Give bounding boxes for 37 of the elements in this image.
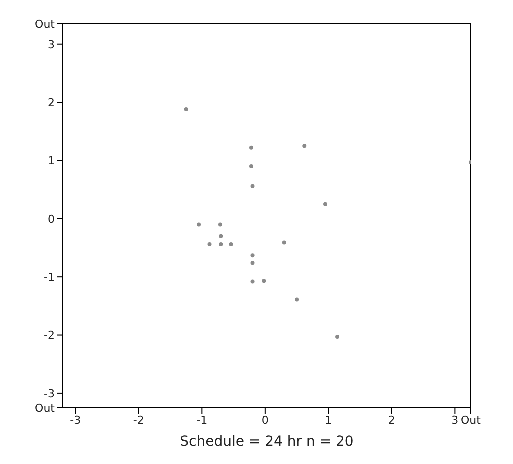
point <box>197 222 201 227</box>
point <box>282 240 286 245</box>
y-tick-label: -1 <box>44 270 55 284</box>
y-tick-label: -3 <box>44 387 55 400</box>
y-tick-label: 0 <box>48 212 55 226</box>
point <box>324 202 328 206</box>
x-tick-label: 1 <box>325 414 332 427</box>
point <box>218 222 223 227</box>
x-tick-label: 0 <box>262 414 269 427</box>
y-tick-label: 1 <box>48 154 55 168</box>
point <box>219 242 224 247</box>
point <box>250 146 254 150</box>
point <box>250 184 255 188</box>
point <box>336 335 340 340</box>
y-tick-label: 3 <box>48 38 55 52</box>
point <box>250 164 254 169</box>
x-tick-label: Out <box>461 414 482 427</box>
y-tick-label: Out <box>35 18 56 31</box>
y-tick-label: Out <box>35 402 56 415</box>
point <box>184 108 188 112</box>
x-tick-label: -1 <box>196 414 208 427</box>
x-tick-label: -2 <box>133 414 144 427</box>
point <box>229 242 234 247</box>
y-tick-label: 2 <box>48 96 55 110</box>
x-tick-label: 3 <box>452 414 459 427</box>
point <box>208 242 212 247</box>
y-tick-label: -2 <box>44 329 55 342</box>
point <box>219 234 224 238</box>
point <box>250 254 255 258</box>
point <box>302 144 307 148</box>
x-tick-label: -3 <box>70 414 82 427</box>
point <box>250 261 255 266</box>
point <box>250 280 255 284</box>
x-axis-title: Schedule = 24 hr n = 20 <box>180 434 354 450</box>
x-tick-label: 2 <box>388 414 396 427</box>
point <box>262 279 266 284</box>
point <box>295 298 300 302</box>
